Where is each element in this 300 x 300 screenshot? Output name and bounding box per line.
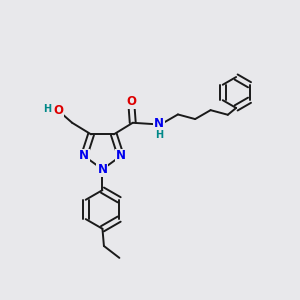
- Text: O: O: [53, 104, 63, 117]
- Text: N: N: [116, 149, 126, 163]
- Text: N: N: [154, 117, 164, 130]
- Text: H: H: [155, 130, 163, 140]
- Text: N: N: [98, 163, 107, 176]
- Text: O: O: [126, 94, 136, 108]
- Text: N: N: [79, 149, 89, 163]
- Text: H: H: [43, 104, 51, 114]
